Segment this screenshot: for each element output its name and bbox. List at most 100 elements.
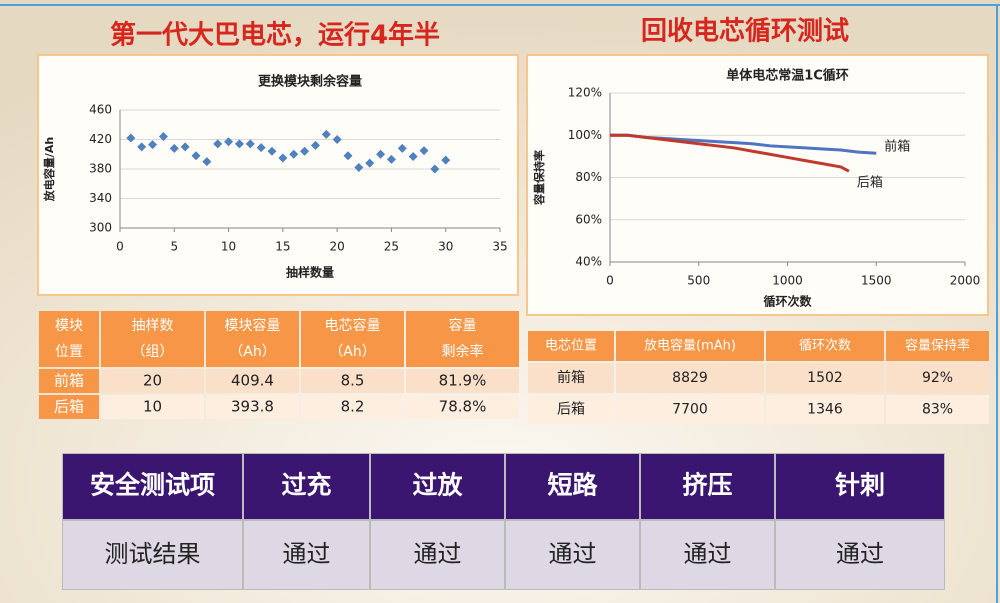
y-tick-label: 420 xyxy=(89,132,112,146)
x-tick-label: 35 xyxy=(492,240,507,254)
y-tick-label: 460 xyxy=(89,103,112,117)
cell-text: 前箱 xyxy=(557,369,585,386)
chart-frame xyxy=(526,54,989,316)
x-tick-label: 25 xyxy=(384,240,399,254)
cell-text: 前箱 xyxy=(54,372,84,390)
header-cell xyxy=(528,331,614,361)
right-title: 回收电芯循环测试 xyxy=(641,17,849,47)
scatter-point xyxy=(148,140,158,150)
header-cell xyxy=(371,454,504,519)
table-cell xyxy=(39,369,99,393)
scatter-point xyxy=(191,151,201,161)
header-text: 剩余率 xyxy=(442,343,484,360)
header-text: 短路 xyxy=(547,471,598,500)
header-text: （Ah） xyxy=(329,344,375,360)
scatter-point xyxy=(126,133,136,143)
cell-text: 409.4 xyxy=(231,372,274,390)
cell-text: 8.2 xyxy=(341,398,365,416)
header-cell xyxy=(616,331,764,361)
table-cell xyxy=(301,369,404,393)
cell-text: 83% xyxy=(922,402,953,418)
header-text: 容量保持率 xyxy=(905,338,970,354)
scatter-point xyxy=(397,143,407,153)
cell-text: 78.8% xyxy=(439,398,487,416)
cell-text: 通过 xyxy=(549,540,597,568)
table-cell xyxy=(616,363,764,393)
scatter-point xyxy=(234,139,244,149)
cell-text: 1346 xyxy=(807,402,843,418)
header-cell xyxy=(406,311,519,367)
header-cell xyxy=(206,311,299,367)
table-cell xyxy=(406,395,519,419)
scatter-point xyxy=(430,164,440,174)
cell-text: 后箱 xyxy=(54,398,84,416)
header-cell xyxy=(506,454,639,519)
y-tick-label: 120% xyxy=(568,86,602,100)
table-cell xyxy=(616,395,764,424)
scatter-point xyxy=(278,153,288,163)
scatter-point xyxy=(158,132,168,142)
x-tick-label: 20 xyxy=(330,240,345,254)
scatter-point xyxy=(180,142,190,152)
y-tick-label: 300 xyxy=(89,221,112,235)
scatter-point xyxy=(310,140,320,150)
scatter-point xyxy=(321,129,331,139)
y-tick-label: 100% xyxy=(568,128,602,142)
header-cell xyxy=(301,311,404,367)
header-text: 挤压 xyxy=(682,471,732,500)
x-tick-label: 1500 xyxy=(861,274,892,288)
table-cell xyxy=(528,395,614,424)
scatter-point xyxy=(169,143,179,153)
x-tick-label: 0 xyxy=(116,240,124,254)
table-cell xyxy=(406,369,519,393)
cell-text: 通过 xyxy=(836,540,884,568)
header-text: 电芯容量 xyxy=(325,317,381,334)
y-tick-label: 60% xyxy=(575,212,602,226)
x-tick-label: 5 xyxy=(170,240,178,254)
chart-title: 更换模块剩余容量 xyxy=(258,74,362,90)
table-cell xyxy=(528,363,614,393)
cell-text: 8.5 xyxy=(341,372,365,390)
header-text: （组） xyxy=(132,344,174,360)
header-cell xyxy=(766,331,884,361)
scatter-point xyxy=(245,139,255,149)
cell-text: 通过 xyxy=(684,540,732,568)
scatter-point xyxy=(137,142,147,152)
scatter-point xyxy=(386,154,396,164)
x-tick-label: 30 xyxy=(438,240,453,254)
header-text: 循环次数 xyxy=(799,338,851,354)
scatter-point xyxy=(376,149,386,159)
header-text: 抽样数 xyxy=(132,318,174,334)
chart-title: 单体电芯常温1C循环 xyxy=(726,68,849,84)
table-cell xyxy=(206,369,299,393)
header-text: 容量 xyxy=(449,317,477,334)
table-cell xyxy=(371,521,504,589)
header-text: 过放 xyxy=(412,471,463,500)
scatter-point xyxy=(202,157,212,167)
header-cell xyxy=(244,454,369,519)
y-tick-label: 80% xyxy=(575,170,602,184)
scatter-point xyxy=(256,143,266,153)
x-tick-label: 10 xyxy=(221,240,236,254)
table-cell xyxy=(776,521,944,589)
cell-text: 通过 xyxy=(414,540,462,568)
table-cell xyxy=(641,521,774,589)
header-text: 电芯位置 xyxy=(545,339,597,354)
header-text: 安全测试项 xyxy=(90,471,215,500)
table-cell xyxy=(886,395,989,424)
cell-text: 7700 xyxy=(672,402,708,418)
header-cell xyxy=(39,311,99,367)
header-cell xyxy=(641,454,774,519)
header-text: 位置 xyxy=(55,344,83,360)
y-tick-label: 40% xyxy=(575,255,602,269)
cell-text: 后箱 xyxy=(557,402,585,418)
left-title: 第一代大巴电芯，运行4年半 xyxy=(110,20,440,51)
scatter-point xyxy=(419,146,429,156)
header-cell xyxy=(101,311,204,367)
scatter-point xyxy=(267,146,277,156)
scatter-point xyxy=(408,151,418,161)
header-text: 针刺 xyxy=(835,471,885,500)
cell-text: 92% xyxy=(922,370,953,386)
cell-text: 测试结果 xyxy=(105,540,201,568)
